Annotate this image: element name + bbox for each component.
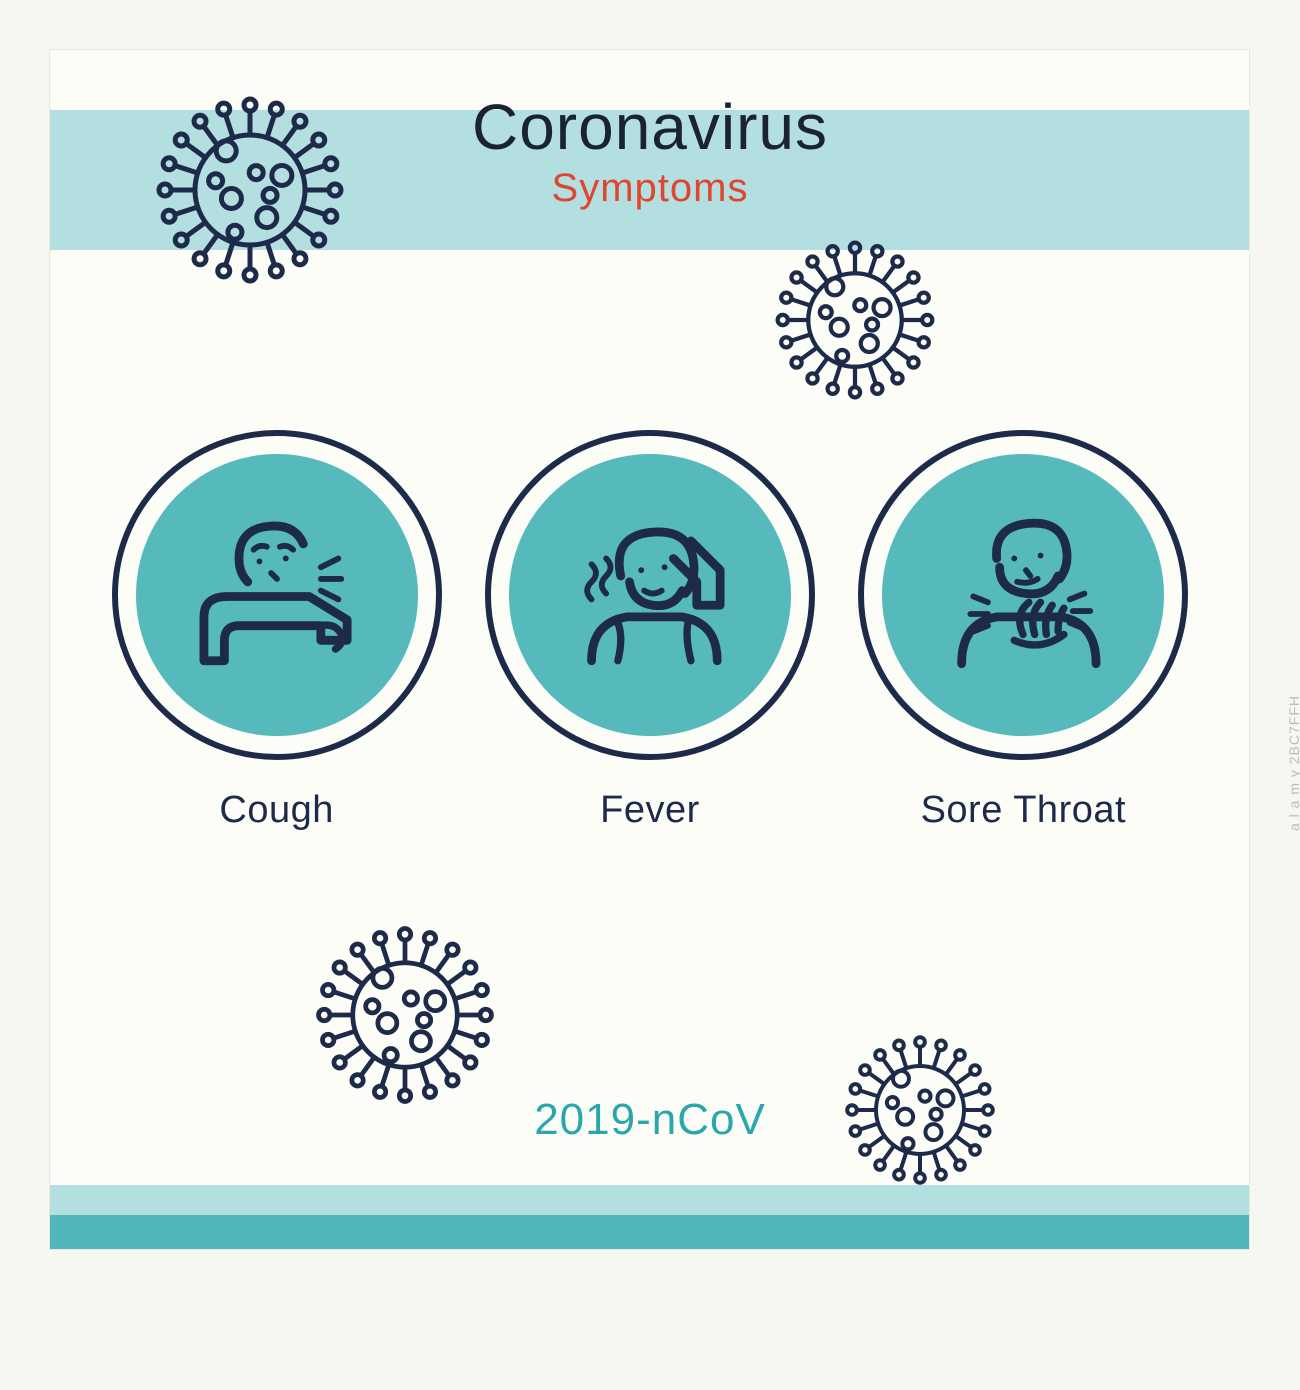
fever-icon	[485, 430, 815, 765]
symptom-cough: Cough	[112, 430, 442, 832]
watermark-text: a l a m y 2BC7FFH	[1286, 695, 1300, 831]
footer-label: 2019-nCoV	[50, 1095, 1250, 1145]
symptom-label: Fever	[600, 789, 700, 832]
sore-throat-icon	[858, 430, 1188, 765]
virus-icon	[150, 90, 350, 295]
virus-icon	[310, 920, 500, 1115]
infographic-canvas: Coronavirus Symptoms CoughFeverSore Thro…	[50, 50, 1250, 1250]
virus-icon	[840, 1030, 1000, 1195]
symptom-fever: Fever	[485, 430, 815, 832]
bottom-stripe-light	[50, 1185, 1250, 1215]
bottom-stripe-dark	[50, 1215, 1250, 1250]
symptom-sore-throat: Sore Throat	[858, 430, 1188, 832]
virus-icon	[770, 235, 940, 410]
symptom-label: Cough	[219, 789, 333, 832]
symptoms-row: Cough Fever Sore Throat	[50, 430, 1250, 832]
symptom-label: Sore Throat	[921, 789, 1126, 832]
cough-icon	[112, 430, 442, 765]
